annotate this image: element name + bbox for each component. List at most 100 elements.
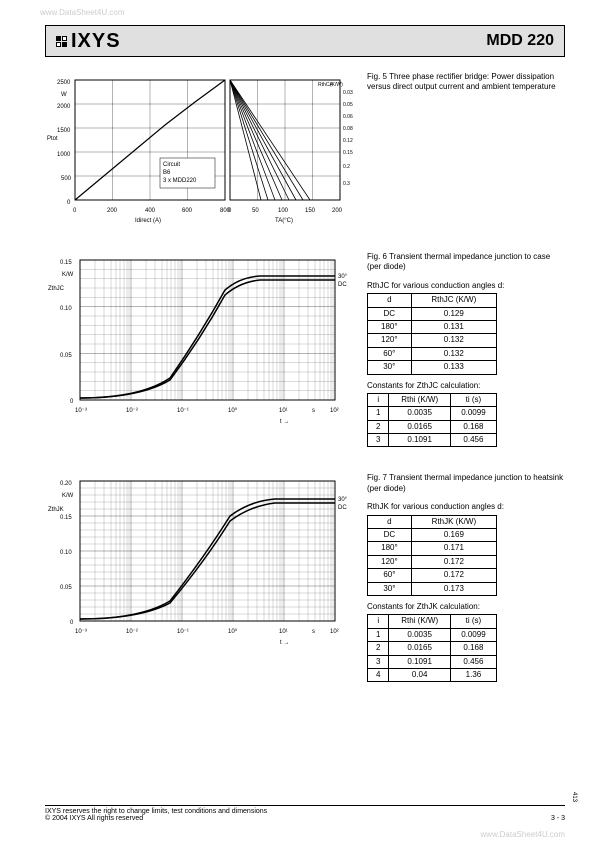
header-bar: IXYS MDD 220 — [45, 25, 565, 57]
fig6-table2-title: Constants for ZthJC calculation: — [367, 381, 565, 391]
svg-text:200: 200 — [107, 208, 118, 214]
svg-text:t →: t → — [280, 640, 289, 646]
svg-text:10⁻¹: 10⁻¹ — [177, 408, 189, 414]
svg-text:10⁻³: 10⁻³ — [75, 408, 87, 414]
svg-text:B6: B6 — [163, 170, 171, 176]
svg-text:30°: 30° — [338, 497, 348, 503]
svg-text:0.3: 0.3 — [343, 181, 350, 187]
svg-text:ZthJK: ZthJK — [48, 507, 64, 513]
svg-text:0.12: 0.12 — [343, 138, 353, 144]
fig6-table1: dRthJC (K/W) DC0.129 180°0.131 120°0.132… — [367, 293, 497, 374]
svg-text:600: 600 — [182, 208, 193, 214]
fig6-table1-title: RthJC for various conduction angles d: — [367, 281, 565, 291]
logo-icon — [56, 36, 67, 47]
fig6-table2: iRthi (K/W)ti (s) 10.00350.0099 20.01650… — [367, 393, 497, 448]
page: www.DataSheet4U.com IXYS MDD 220 — [0, 0, 595, 842]
svg-text:0.2: 0.2 — [343, 164, 350, 170]
svg-text:DC: DC — [338, 505, 347, 511]
fig7-chart: 30° DC 0.20 K/W 0.15 0.10 0.05 0 ZthJK 1… — [45, 473, 355, 688]
svg-text:10¹: 10¹ — [279, 629, 288, 635]
svg-text:TA(°C): TA(°C) — [275, 218, 293, 224]
svg-text:DC: DC — [338, 282, 347, 288]
svg-text:2500: 2500 — [57, 80, 71, 86]
svg-text:100: 100 — [278, 208, 289, 214]
figure-5-section: Circuit B6 3 x MDD220 2500 W 2000 1500 1… — [45, 72, 565, 232]
fig5-svg: Circuit B6 3 x MDD220 2500 W 2000 1500 1… — [45, 72, 355, 232]
fig7-caption: Fig. 7 Transient thermal impedance junct… — [367, 473, 565, 494]
footer-line2: © 2004 IXYS All rights reserved — [45, 815, 143, 822]
svg-text:0.05: 0.05 — [60, 585, 72, 591]
logo-text: IXYS — [71, 30, 121, 53]
fig7-table1: dRthJK (K/W) DC0.169 180°0.171 120°0.172… — [367, 515, 497, 596]
svg-text:0: 0 — [70, 399, 74, 405]
logo: IXYS — [56, 30, 121, 53]
svg-text:10⁰: 10⁰ — [228, 407, 238, 414]
svg-text:W: W — [61, 92, 67, 98]
fig7-side: Fig. 7 Transient thermal impedance junct… — [367, 473, 565, 688]
fig5-caption: Fig. 5 Three phase rectifier bridge: Pow… — [367, 72, 565, 93]
svg-text:t →: t → — [280, 419, 289, 425]
svg-text:10²: 10² — [330, 629, 339, 635]
svg-text:0: 0 — [228, 208, 232, 214]
svg-text:1500: 1500 — [57, 128, 71, 134]
svg-text:Ptot: Ptot — [47, 136, 58, 142]
svg-text:Idirect (A): Idirect (A) — [135, 218, 161, 224]
svg-text:0: 0 — [67, 200, 71, 206]
svg-text:0.15: 0.15 — [60, 515, 72, 521]
svg-text:0.08: 0.08 — [343, 126, 353, 132]
svg-text:s: s — [312, 629, 315, 635]
svg-text:400: 400 — [145, 208, 156, 214]
fig6-side: Fig. 6 Transient thermal impedance junct… — [367, 252, 565, 453]
fig7-table1-title: RthJK for various conduction angles d: — [367, 502, 565, 512]
svg-text:10⁻²: 10⁻² — [126, 408, 138, 414]
svg-text:2000: 2000 — [57, 104, 71, 110]
svg-text:0.05: 0.05 — [60, 353, 72, 359]
fig7-svg: 30° DC 0.20 K/W 0.15 0.10 0.05 0 ZthJK 1… — [45, 473, 355, 648]
svg-text:(K/W): (K/W) — [330, 82, 343, 88]
fig7-table2: iRthi (K/W)ti (s) 10.00350.0099 20.01650… — [367, 614, 497, 682]
svg-text:0: 0 — [70, 620, 74, 626]
svg-text:500: 500 — [61, 176, 72, 182]
footer-line1: IXYS reserves the right to change limits… — [45, 808, 565, 815]
svg-text:0.06: 0.06 — [343, 114, 353, 120]
svg-text:3 x MDD220: 3 x MDD220 — [163, 178, 197, 184]
svg-text:Circuit: Circuit — [163, 162, 180, 168]
svg-text:200: 200 — [332, 208, 343, 214]
svg-text:0.03: 0.03 — [343, 90, 353, 96]
page-num: 3 - 3 — [551, 815, 565, 822]
svg-text:10⁻³: 10⁻³ — [75, 629, 87, 635]
fig6-caption: Fig. 6 Transient thermal impedance junct… — [367, 252, 565, 273]
footer: IXYS reserves the right to change limits… — [45, 805, 565, 822]
side-label: 413 — [571, 792, 577, 802]
svg-text:10¹: 10¹ — [279, 408, 288, 414]
svg-text:1000: 1000 — [57, 152, 71, 158]
svg-text:0: 0 — [73, 208, 77, 214]
fig5-caption-col: Fig. 5 Three phase rectifier bridge: Pow… — [367, 72, 565, 232]
svg-text:30°: 30° — [338, 274, 348, 280]
svg-text:0.15: 0.15 — [60, 260, 72, 266]
svg-text:K/W: K/W — [62, 272, 74, 278]
fig6-svg: 30° DC 0.15 K/W 0.10 0.05 0 ZthJC 10⁻³ 1… — [45, 252, 355, 427]
svg-text:0.10: 0.10 — [60, 550, 72, 556]
svg-text:150: 150 — [305, 208, 316, 214]
fig6-chart: 30° DC 0.15 K/W 0.10 0.05 0 ZthJC 10⁻³ 1… — [45, 252, 355, 453]
svg-text:10²: 10² — [330, 408, 339, 414]
watermark-bottom: www.DataSheet4U.com — [481, 830, 565, 839]
svg-text:0.20: 0.20 — [60, 481, 72, 487]
watermark-top: www.DataSheet4U.com — [40, 8, 124, 17]
fig5-chart: Circuit B6 3 x MDD220 2500 W 2000 1500 1… — [45, 72, 355, 232]
svg-text:50: 50 — [252, 208, 259, 214]
svg-text:ZthJC: ZthJC — [48, 286, 65, 292]
svg-text:0.05: 0.05 — [343, 102, 353, 108]
svg-text:K/W: K/W — [62, 493, 74, 499]
svg-text:0.15: 0.15 — [343, 150, 353, 156]
svg-text:s: s — [312, 408, 315, 414]
part-number: MDD 220 — [486, 32, 554, 50]
svg-text:0.10: 0.10 — [60, 306, 72, 312]
svg-text:10⁻¹: 10⁻¹ — [177, 629, 189, 635]
fig7-table2-title: Constants for ZthJK calculation: — [367, 602, 565, 612]
figure-7-section: 30° DC 0.20 K/W 0.15 0.10 0.05 0 ZthJK 1… — [45, 473, 565, 688]
svg-text:10⁰: 10⁰ — [228, 628, 238, 635]
svg-text:10⁻²: 10⁻² — [126, 629, 138, 635]
figure-6-section: 30° DC 0.15 K/W 0.10 0.05 0 ZthJC 10⁻³ 1… — [45, 252, 565, 453]
